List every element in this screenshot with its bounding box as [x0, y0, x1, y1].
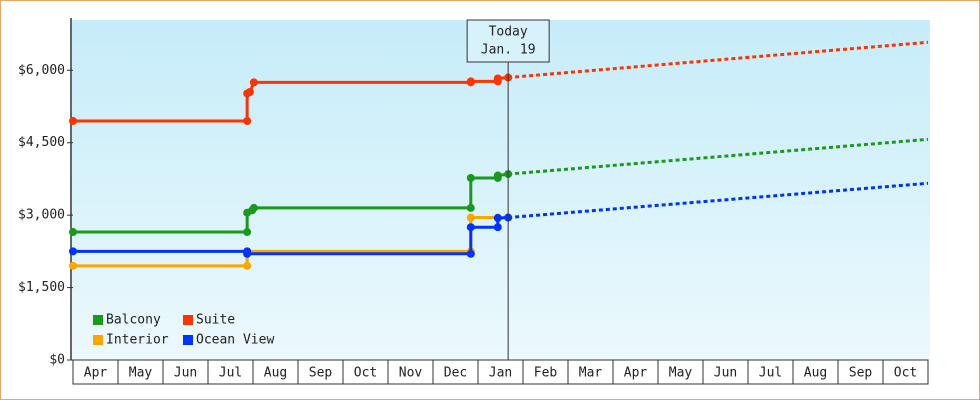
point	[493, 214, 502, 223]
series-line	[73, 216, 498, 268]
x-tick-label: Sep	[849, 366, 873, 381]
legend-swatch	[93, 335, 103, 345]
point	[493, 74, 502, 83]
legend-swatch	[183, 335, 193, 345]
plot-area	[72, 20, 930, 360]
point	[466, 77, 475, 86]
x-tick-label: Jul	[219, 366, 242, 381]
point	[245, 88, 254, 97]
x-tick-label: Jun	[714, 366, 737, 381]
y-tick-label: $1,500	[18, 280, 65, 295]
point	[249, 203, 258, 212]
x-tick-label: Mar	[579, 366, 603, 381]
x-tick-label: Oct	[354, 366, 377, 381]
forecast-line	[508, 137, 929, 176]
y-tick-label: $0	[49, 353, 65, 368]
point	[466, 213, 475, 222]
point	[243, 228, 252, 237]
today-box	[466, 19, 550, 63]
x-tick-label: Nov	[399, 366, 423, 381]
x-tick-label: May	[129, 366, 153, 381]
x-axis-strip	[72, 359, 929, 385]
legend-label: Interior	[106, 333, 169, 348]
point	[466, 249, 475, 258]
point	[493, 223, 502, 232]
x-tick-label: Jul	[759, 366, 782, 381]
y-tick-label: $3,000	[18, 208, 65, 223]
x-tick-label: Oct	[894, 366, 917, 381]
x-tick-label: Aug	[264, 366, 287, 381]
point	[466, 223, 475, 232]
x-tick-label: Apr	[624, 366, 648, 381]
legend-swatch	[183, 315, 193, 325]
forecast-line	[508, 40, 929, 80]
point	[466, 203, 475, 212]
x-tick-label: Feb	[534, 366, 558, 381]
point	[249, 78, 258, 87]
today-label: Jan. 19	[481, 43, 536, 58]
x-tick-label: Jun	[174, 366, 197, 381]
point	[493, 171, 502, 180]
x-tick-label: Dec	[444, 366, 467, 381]
legend-label: Balcony	[106, 313, 161, 328]
point	[69, 261, 77, 270]
x-tick-label: Sep	[309, 366, 333, 381]
point	[243, 249, 252, 258]
forecast-line	[508, 181, 929, 220]
legend-label: Ocean View	[196, 333, 274, 348]
x-tick-label: Aug	[804, 366, 827, 381]
legend-label: Suite	[196, 313, 235, 328]
legend-swatch	[93, 315, 103, 325]
today-label: Today	[489, 25, 528, 40]
x-tick-label: May	[669, 366, 693, 381]
point	[69, 116, 77, 125]
point	[69, 228, 77, 237]
x-tick-label: Apr	[84, 366, 108, 381]
point	[466, 173, 475, 182]
y-tick-label: $6,000	[18, 63, 65, 78]
y-tick-label: $4,500	[18, 135, 65, 150]
point	[243, 116, 252, 125]
point	[69, 247, 77, 256]
point	[243, 261, 252, 270]
x-tick-label: Jan	[489, 366, 512, 381]
